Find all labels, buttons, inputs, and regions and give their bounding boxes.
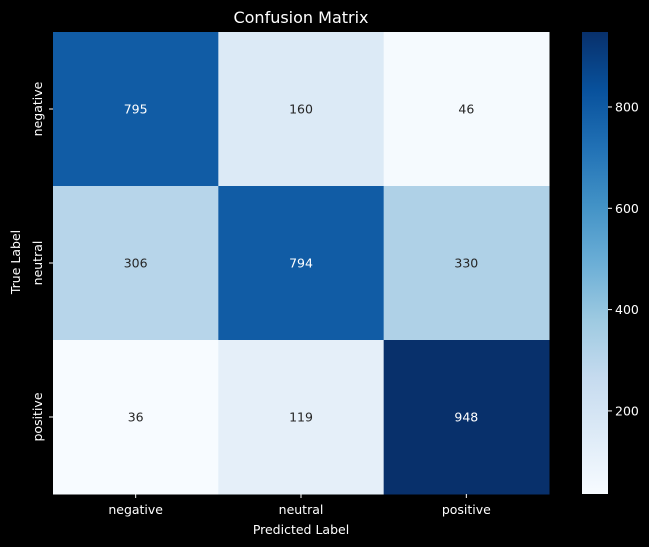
cell-value-label: 306 [124,256,148,271]
x-axis-label: Predicted Label [253,522,349,537]
heatmap-cells [53,32,550,495]
colorbar-tick-label: 400 [615,302,639,317]
y-axis-label: True Label [8,230,23,295]
cell-value-label: 794 [289,256,313,271]
colorbar-tick-label: 600 [615,201,639,216]
cell-value-label: 119 [289,410,313,425]
heatmap-cell [53,340,219,495]
cell-value-label: 36 [128,410,144,425]
colorbar-ticks: 200 400 600 800 [608,99,639,418]
colorbar-tick-label: 800 [615,99,639,114]
x-tick-label: neutral [279,502,324,517]
heatmap-cell [218,32,385,187]
colorbar [582,32,608,494]
cell-value-label: 948 [454,410,478,425]
chart-title: Confusion Matrix [233,8,368,27]
heatmap-cell [53,186,219,341]
heatmap-cell [383,186,550,341]
heatmap-cell [218,340,385,495]
cell-value-label: 46 [458,102,474,117]
x-tick-label: positive [442,502,491,517]
heatmap-cell [383,340,550,495]
cell-value-label: 330 [454,256,478,271]
heatmap-cell [218,186,385,341]
heatmap-cell [53,32,219,187]
y-tick-label: positive [30,392,45,441]
cell-value-label: 795 [124,102,148,117]
cell-value-label: 160 [289,102,313,117]
y-tick-label: negative [30,81,45,136]
y-tick-label: neutral [30,241,45,286]
heatmap-cell [383,32,550,187]
x-tick-label: negative [108,502,163,517]
y-axis-ticks: negative neutral positive [30,81,53,442]
x-axis-ticks: negative neutral positive [108,494,491,517]
colorbar-tick-label: 200 [615,403,639,418]
heatmap-cell-labels: 795 160 46 306 794 330 36 119 948 [124,102,479,425]
